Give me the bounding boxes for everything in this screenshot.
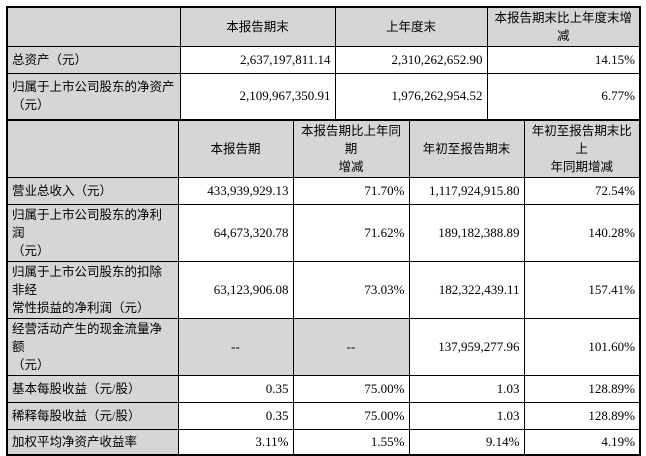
header-prior-year-end: 上年度末 [334,7,488,47]
table-row-weighted-avg-roe: 加权平均净资产收益率 3.11% 1.55% 9.14% 4.19% [7,428,640,455]
header-ytd-change-vs-same-period: 年初至报告期末比上 年同期增减 [523,120,640,178]
key-accounting-data-table: 本报告期末 上年度末 本报告期末比上年度末增减 总资产（元） 2,637,197… [6,6,641,456]
value-cell: 0.35 [177,401,294,430]
header-current-period: 本报告期 [177,120,294,178]
row-label-cell: 归属于上市公司股东的净资产 （元） [7,73,181,119]
value-cell-dash: -- [292,317,410,376]
table-row-net-profit: 归属于上市公司股东的净利润 （元） 64,673,320.78 71.62% 1… [7,203,640,262]
reporting-period-section: 本报告期 本报告期比上年同期 增减 年初至报告期末 年初至报告期末比上 年同期增… [7,120,640,455]
value-cell: 63,123,906.08 [177,260,294,319]
value-cell: 128.89% [523,374,640,403]
value-cell: 4.19% [523,428,640,455]
value-cell: 1.03 [408,401,525,430]
value-cell: 72.54% [523,176,640,205]
row-label-cell: 稀释每股收益（元/股） [7,401,179,430]
value-cell: 1,117,924,915.80 [408,176,525,205]
value-cell: 2,109,967,350.91 [179,73,336,119]
value-cell: 137,959,277.96 [408,317,525,376]
row-label-cell: 经营活动产生的现金流量净额 （元） [7,317,179,376]
header-year-to-date: 年初至报告期末 [408,120,525,178]
section-divider [8,118,639,121]
table-row-total-assets: 总资产（元） 2,637,197,811.14 2,310,262,652.90… [7,46,640,74]
value-cell: 128.89% [523,401,640,430]
row-label-cell: 归属于上市公司股东的扣除非经 常性损益的净利润（元） [7,260,179,319]
header-change-vs-same-period: 本报告期比上年同期 增减 [292,120,410,178]
value-cell: 101.60% [523,317,640,376]
table-row-net-profit-excl-nonrecurring: 归属于上市公司股东的扣除非经 常性损益的净利润（元） 63,123,906.08… [7,260,640,319]
value-cell: 189,182,388.89 [408,203,525,262]
value-cell: 3.11% [177,428,294,455]
header-empty-cell [7,120,179,178]
table-row-net-assets: 归属于上市公司股东的净资产 （元） 2,109,967,350.91 1,976… [7,73,640,119]
value-cell: 9.14% [408,428,525,455]
header-empty-cell [7,7,181,47]
value-cell: 1.03 [408,374,525,403]
value-cell: 14.15% [486,46,640,74]
value-cell: 140.28% [523,203,640,262]
row-label-cell: 加权平均净资产收益率 [7,428,179,455]
reporting-period-header-row: 本报告期 本报告期比上年同期 增减 年初至报告期末 年初至报告期末比上 年同期增… [7,120,640,178]
value-cell: 73.03% [292,260,410,319]
row-label-cell: 基本每股收益（元/股） [7,374,179,403]
value-cell: 6.77% [486,73,640,119]
value-cell: 64,673,320.78 [177,203,294,262]
period-end-section: 本报告期末 上年度末 本报告期末比上年度末增减 总资产（元） 2,637,197… [7,7,640,119]
header-current-period-end: 本报告期末 [179,7,336,47]
value-cell: 2,637,197,811.14 [179,46,336,74]
row-label-cell: 总资产（元） [7,46,181,74]
header-change-vs-prior-year-end: 本报告期末比上年度末增减 [486,7,640,47]
value-cell: 71.70% [292,176,410,205]
value-cell: 157.41% [523,260,640,319]
value-cell: 1,976,262,954.52 [334,73,488,119]
table-row-operating-cash-flow: 经营活动产生的现金流量净额 （元） -- -- 137,959,277.96 1… [7,317,640,376]
value-cell: 75.00% [292,401,410,430]
period-end-header-row: 本报告期末 上年度末 本报告期末比上年度末增减 [7,7,640,47]
financial-report-page: 本报告期末 上年度末 本报告期末比上年度末增减 总资产（元） 2,637,197… [6,6,641,456]
value-cell: 182,322,439.11 [408,260,525,319]
value-cell-dash: -- [177,317,294,376]
value-cell: 0.35 [177,374,294,403]
row-label-cell: 归属于上市公司股东的净利润 （元） [7,203,179,262]
value-cell: 75.00% [292,374,410,403]
value-cell: 1.55% [292,428,410,455]
value-cell: 2,310,262,652.90 [334,46,488,74]
table-row-diluted-eps: 稀释每股收益（元/股） 0.35 75.00% 1.03 128.89% [7,401,640,430]
value-cell: 433,939,929.13 [177,176,294,205]
row-label-cell: 营业总收入（元） [7,176,179,205]
table-row-revenue: 营业总收入（元） 433,939,929.13 71.70% 1,117,924… [7,176,640,205]
table-row-basic-eps: 基本每股收益（元/股） 0.35 75.00% 1.03 128.89% [7,374,640,403]
value-cell: 71.62% [292,203,410,262]
